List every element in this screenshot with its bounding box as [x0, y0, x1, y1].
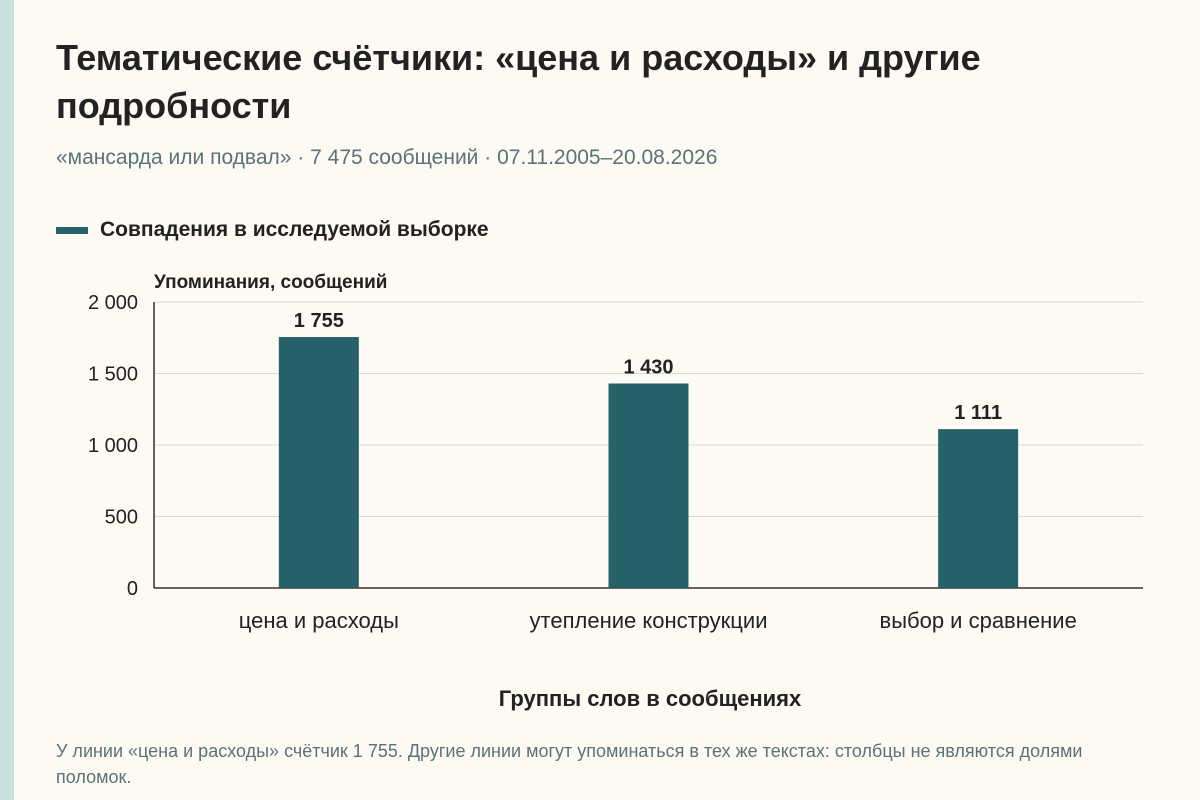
x-tick-label: утепление конструкции — [530, 608, 768, 633]
legend: Совпадения в исследуемой выборке — [56, 218, 489, 242]
bar-chart: 0 500 1 000 1 500 2 000 1 755 цена и расходы 1 … — [88, 292, 1143, 633]
x-tick-label: цена и расходы — [239, 608, 399, 633]
chart-title: Тематические счётчики: «цена и расходы» … — [56, 37, 981, 126]
footnote: У линии «цена и расходы» счётчик 1 755. … — [56, 741, 1083, 787]
x-axis-title: Группы слов в сообщениях — [498, 686, 802, 711]
legend-swatch — [56, 226, 88, 234]
bar-value-label: 1 430 — [623, 357, 673, 379]
chart-subtitle: «мансарда или подвал» · 7 475 сообщений … — [56, 146, 718, 169]
y-axis-title: Упоминания, сообщений — [154, 272, 388, 293]
accent-strip — [0, 0, 14, 800]
y-tick-label: 2 000 — [88, 292, 138, 314]
bar — [938, 429, 1019, 588]
bar-value-label: 1 111 — [954, 402, 1002, 424]
legend-label: Совпадения в исследуемой выборке — [100, 218, 489, 241]
y-tick-label: 1 500 — [88, 364, 138, 386]
bar-value-label: 1 755 — [294, 310, 344, 332]
x-tick-label: выбор и сравнение — [880, 608, 1077, 633]
bar — [278, 337, 359, 588]
y-tick-label: 500 — [105, 507, 138, 529]
bar — [608, 383, 689, 588]
y-tick-label: 1 000 — [88, 435, 138, 457]
y-tick-label: 0 — [127, 578, 138, 600]
